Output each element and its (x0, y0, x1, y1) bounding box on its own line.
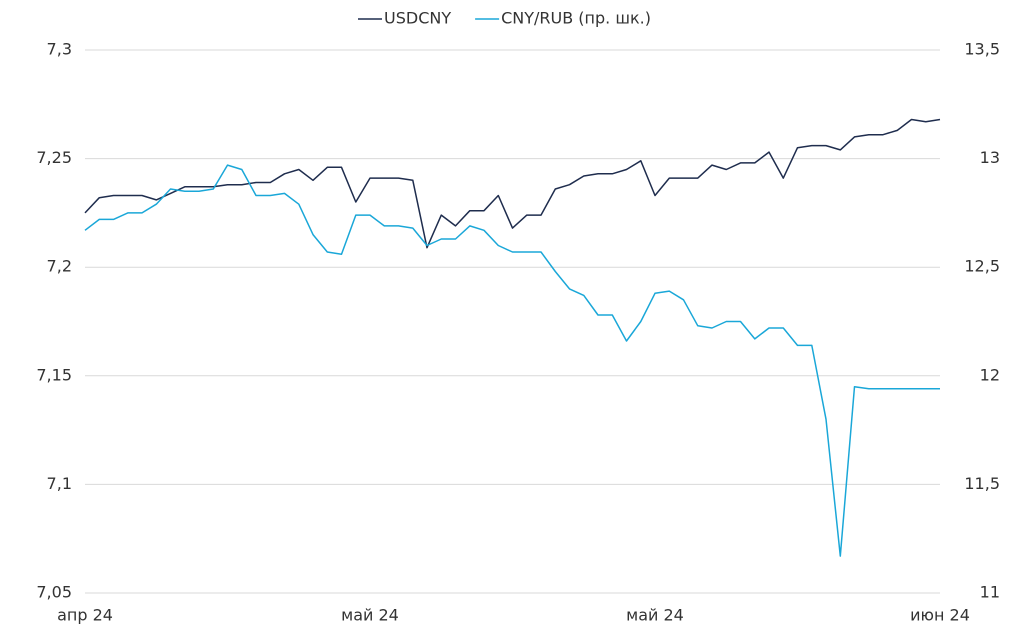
x-tick-label: апр 24 (57, 606, 113, 625)
legend-label: CNY/RUB (пр. шк.) (501, 9, 651, 28)
y-tick-label: 7,25 (36, 148, 72, 167)
legend-label: USDCNY (384, 9, 451, 28)
x-tick-label: май 24 (626, 606, 684, 625)
y-tick-label: 7,3 (47, 40, 72, 59)
y-tick-label: 7,15 (36, 365, 72, 384)
x-tick-label: май 24 (341, 606, 399, 625)
y-tick-label: 7,2 (47, 257, 72, 276)
x-tick-label: июн 24 (910, 606, 970, 625)
series-line (84, 164, 940, 557)
y-tick-label: 7,1 (47, 474, 72, 493)
y2-tick-label: 12 (980, 365, 1000, 384)
y2-tick-label: 11,5 (964, 474, 1000, 493)
y-tick-label: 7,05 (36, 583, 72, 602)
y2-tick-label: 13,5 (964, 40, 1000, 59)
y2-tick-label: 12,5 (964, 257, 1000, 276)
series-line (84, 118, 941, 249)
y2-tick-label: 13 (980, 148, 1000, 167)
y2-tick-label: 11 (980, 583, 1000, 602)
